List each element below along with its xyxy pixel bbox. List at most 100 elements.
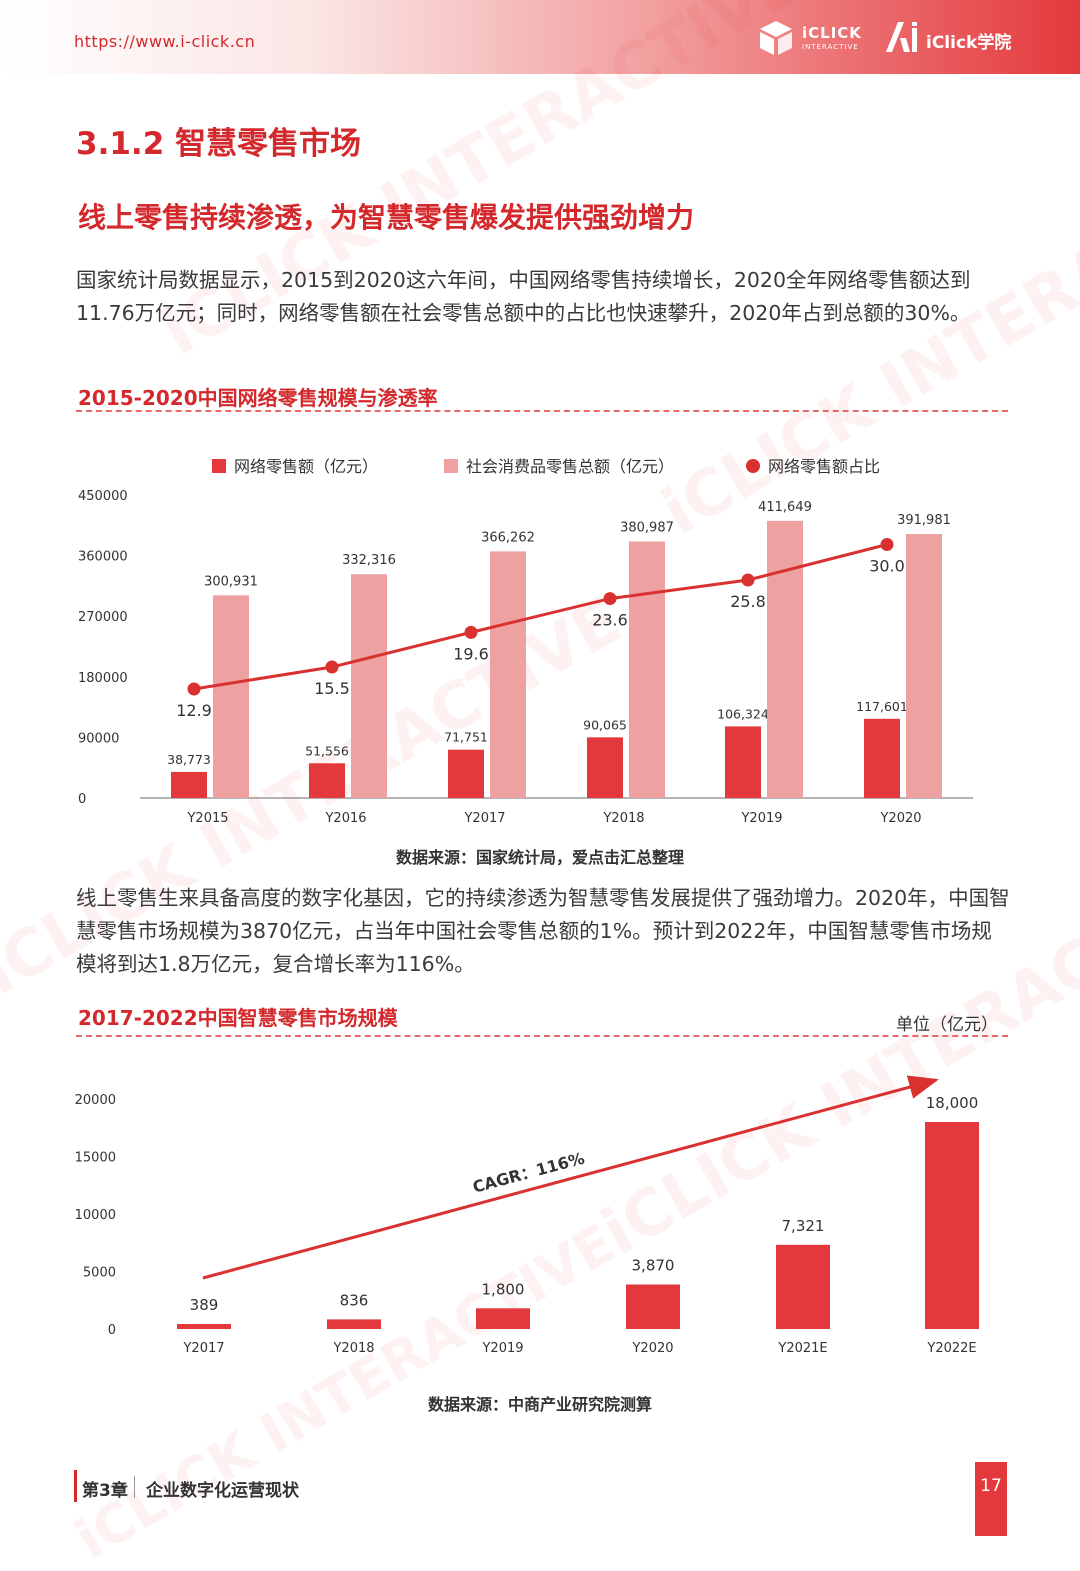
bar-smart-retail [776, 1244, 830, 1329]
y-tick-label: 270000 [78, 610, 128, 625]
bar-smart-retail [327, 1319, 381, 1329]
y-tick-label: 10000 [75, 1208, 116, 1223]
penetration-point [741, 573, 755, 587]
cagr-arrow [202, 1075, 939, 1280]
bar-value-label: 117,601 [856, 699, 908, 714]
bar-smart-retail [177, 1324, 231, 1329]
x-tick-label: Y2020 [631, 1341, 673, 1356]
bar-online-retail [448, 749, 484, 798]
bar-online-retail [171, 771, 207, 798]
y-tick-label: 20000 [75, 1093, 116, 1108]
x-tick-label: Y2018 [332, 1341, 374, 1356]
x-tick-label: Y2019 [481, 1341, 523, 1356]
y-tick-label: 360000 [78, 550, 128, 565]
chart1-x-axis: Y2015 Y2016 Y2017 Y2018 Y2019 Y2020 [186, 811, 921, 826]
penetration-line [193, 543, 888, 691]
chart2-x-axis: Y2017 Y2018 Y2019 Y2020 Y2021E Y2022E [182, 1341, 976, 1356]
bar-total-retail [351, 574, 387, 798]
ai-logo-icon [886, 22, 917, 52]
legend-label: 网络零售额占比 [768, 457, 880, 476]
chart1-y-axis: 0 90000 180000 270000 360000 450000 [78, 489, 128, 807]
bar-value-label: 411,649 [758, 500, 812, 515]
cube-logo-icon [760, 21, 792, 55]
penetration-point [880, 538, 894, 551]
subheading: 线上零售持续渗透，为智慧零售爆发提供强劲增力 [78, 201, 695, 234]
chart2-y-axis: 0 5000 10000 15000 20000 [75, 1093, 116, 1338]
logo2-text: iClick学院 [926, 33, 1012, 53]
bar-value-label: 106,324 [717, 706, 769, 721]
legend-marker-line [746, 459, 760, 473]
y-tick-label: 90000 [78, 731, 119, 746]
chart1-source: 数据来源：国家统计局，爱点击汇总整理 [395, 848, 684, 867]
chart2-divider [76, 1035, 1008, 1037]
penetration-point [325, 660, 339, 674]
y-tick-label: 450000 [78, 489, 128, 504]
bar-value-label: 90,065 [583, 717, 627, 732]
bar-value-label: 389 [190, 1296, 219, 1314]
page-number: 17 [980, 1476, 1002, 1496]
website-url[interactable]: https://www.i-click.cn [74, 32, 256, 51]
chart1-divider [76, 410, 1008, 412]
x-tick-label: Y2016 [324, 811, 366, 826]
penetration-label: 30.0 [869, 557, 905, 576]
y-tick-label: 5000 [83, 1266, 116, 1281]
bar-smart-retail [626, 1284, 680, 1329]
bar-value-label: 1,800 [482, 1280, 525, 1298]
bar-value-label: 51,556 [305, 743, 349, 758]
bar-total-retail [906, 534, 942, 798]
footer-chapter: 第3章 [82, 1481, 128, 1501]
x-tick-label: Y2017 [463, 811, 505, 826]
penetration-label: 15.5 [314, 679, 350, 698]
x-tick-label: Y2021E [777, 1341, 827, 1356]
x-tick-label: Y2019 [740, 811, 782, 826]
y-tick-label: 0 [108, 1323, 116, 1338]
iclick-academy-logo: iClick学院 [884, 20, 1014, 56]
bar-value-label: 38,773 [167, 752, 211, 767]
x-tick-label: Y2017 [182, 1341, 224, 1356]
iclick-logo: iCLICK INTERACTIVE [756, 18, 866, 58]
logo1-subtext: INTERACTIVE [802, 43, 859, 51]
legend-marker-bar [444, 459, 458, 473]
legend-label: 网络零售额（亿元） [234, 457, 378, 476]
bar-value-label: 380,987 [620, 520, 674, 535]
penetration-point [603, 592, 617, 606]
chart2-title: 2017-2022中国智慧零售市场规模 [78, 1006, 398, 1030]
y-tick-label: 15000 [75, 1151, 116, 1166]
bar-smart-retail [476, 1308, 530, 1329]
penetration-label: 25.8 [730, 592, 766, 611]
bar-value-label: 366,262 [481, 530, 535, 545]
bar-online-retail [309, 763, 345, 798]
bar-online-retail [864, 718, 900, 798]
x-tick-label: Y2022E [926, 1341, 976, 1356]
bar-smart-retail [925, 1122, 979, 1329]
footer-chapter-title: 企业数字化运营现状 [146, 1481, 299, 1501]
chart1-title: 2015-2020中国网络零售规模与渗透率 [78, 386, 438, 410]
bar-value-label: 3,870 [632, 1256, 675, 1274]
penetration-label: 23.6 [592, 611, 628, 630]
page-header: https://www.i-click.cn iCLICK INTERACTIV… [0, 0, 1080, 74]
bar-total-retail [213, 595, 249, 798]
bar-total-retail [767, 520, 803, 798]
bar-value-label: 18,000 [926, 1094, 979, 1112]
bar-online-retail [587, 737, 623, 798]
penetration-label: 12.9 [176, 701, 212, 720]
footer-divider [134, 1476, 135, 1498]
chart1-online-retail: 网络零售额（亿元） 社会消费品零售总额（亿元） 网络零售额占比 0 90000 1800… [78, 457, 973, 826]
bar-value-label: 836 [340, 1291, 369, 1309]
chart2-unit-label: 单位（亿元） [896, 1015, 998, 1035]
bar-value-label: 71,751 [444, 730, 488, 745]
section-heading: 3.1.2 智慧零售市场 [76, 126, 362, 162]
legend-marker-bar [212, 459, 226, 473]
y-tick-label: 0 [78, 792, 86, 807]
bar-value-label: 332,316 [342, 553, 396, 568]
legend-label: 社会消费品零售总额（亿元） [466, 457, 674, 476]
bar-total-retail [629, 541, 665, 798]
x-tick-label: Y2015 [186, 811, 228, 826]
y-tick-label: 180000 [78, 671, 128, 686]
bar-online-retail [725, 726, 761, 798]
bar-value-label: 300,931 [204, 574, 258, 589]
intro-paragraph: 国家统计局数据显示，2015到2020这六年间，中国网络零售持续增长，2020全… [76, 268, 971, 325]
page-number-box [975, 1462, 1007, 1536]
bar-value-label: 7,321 [782, 1217, 825, 1235]
